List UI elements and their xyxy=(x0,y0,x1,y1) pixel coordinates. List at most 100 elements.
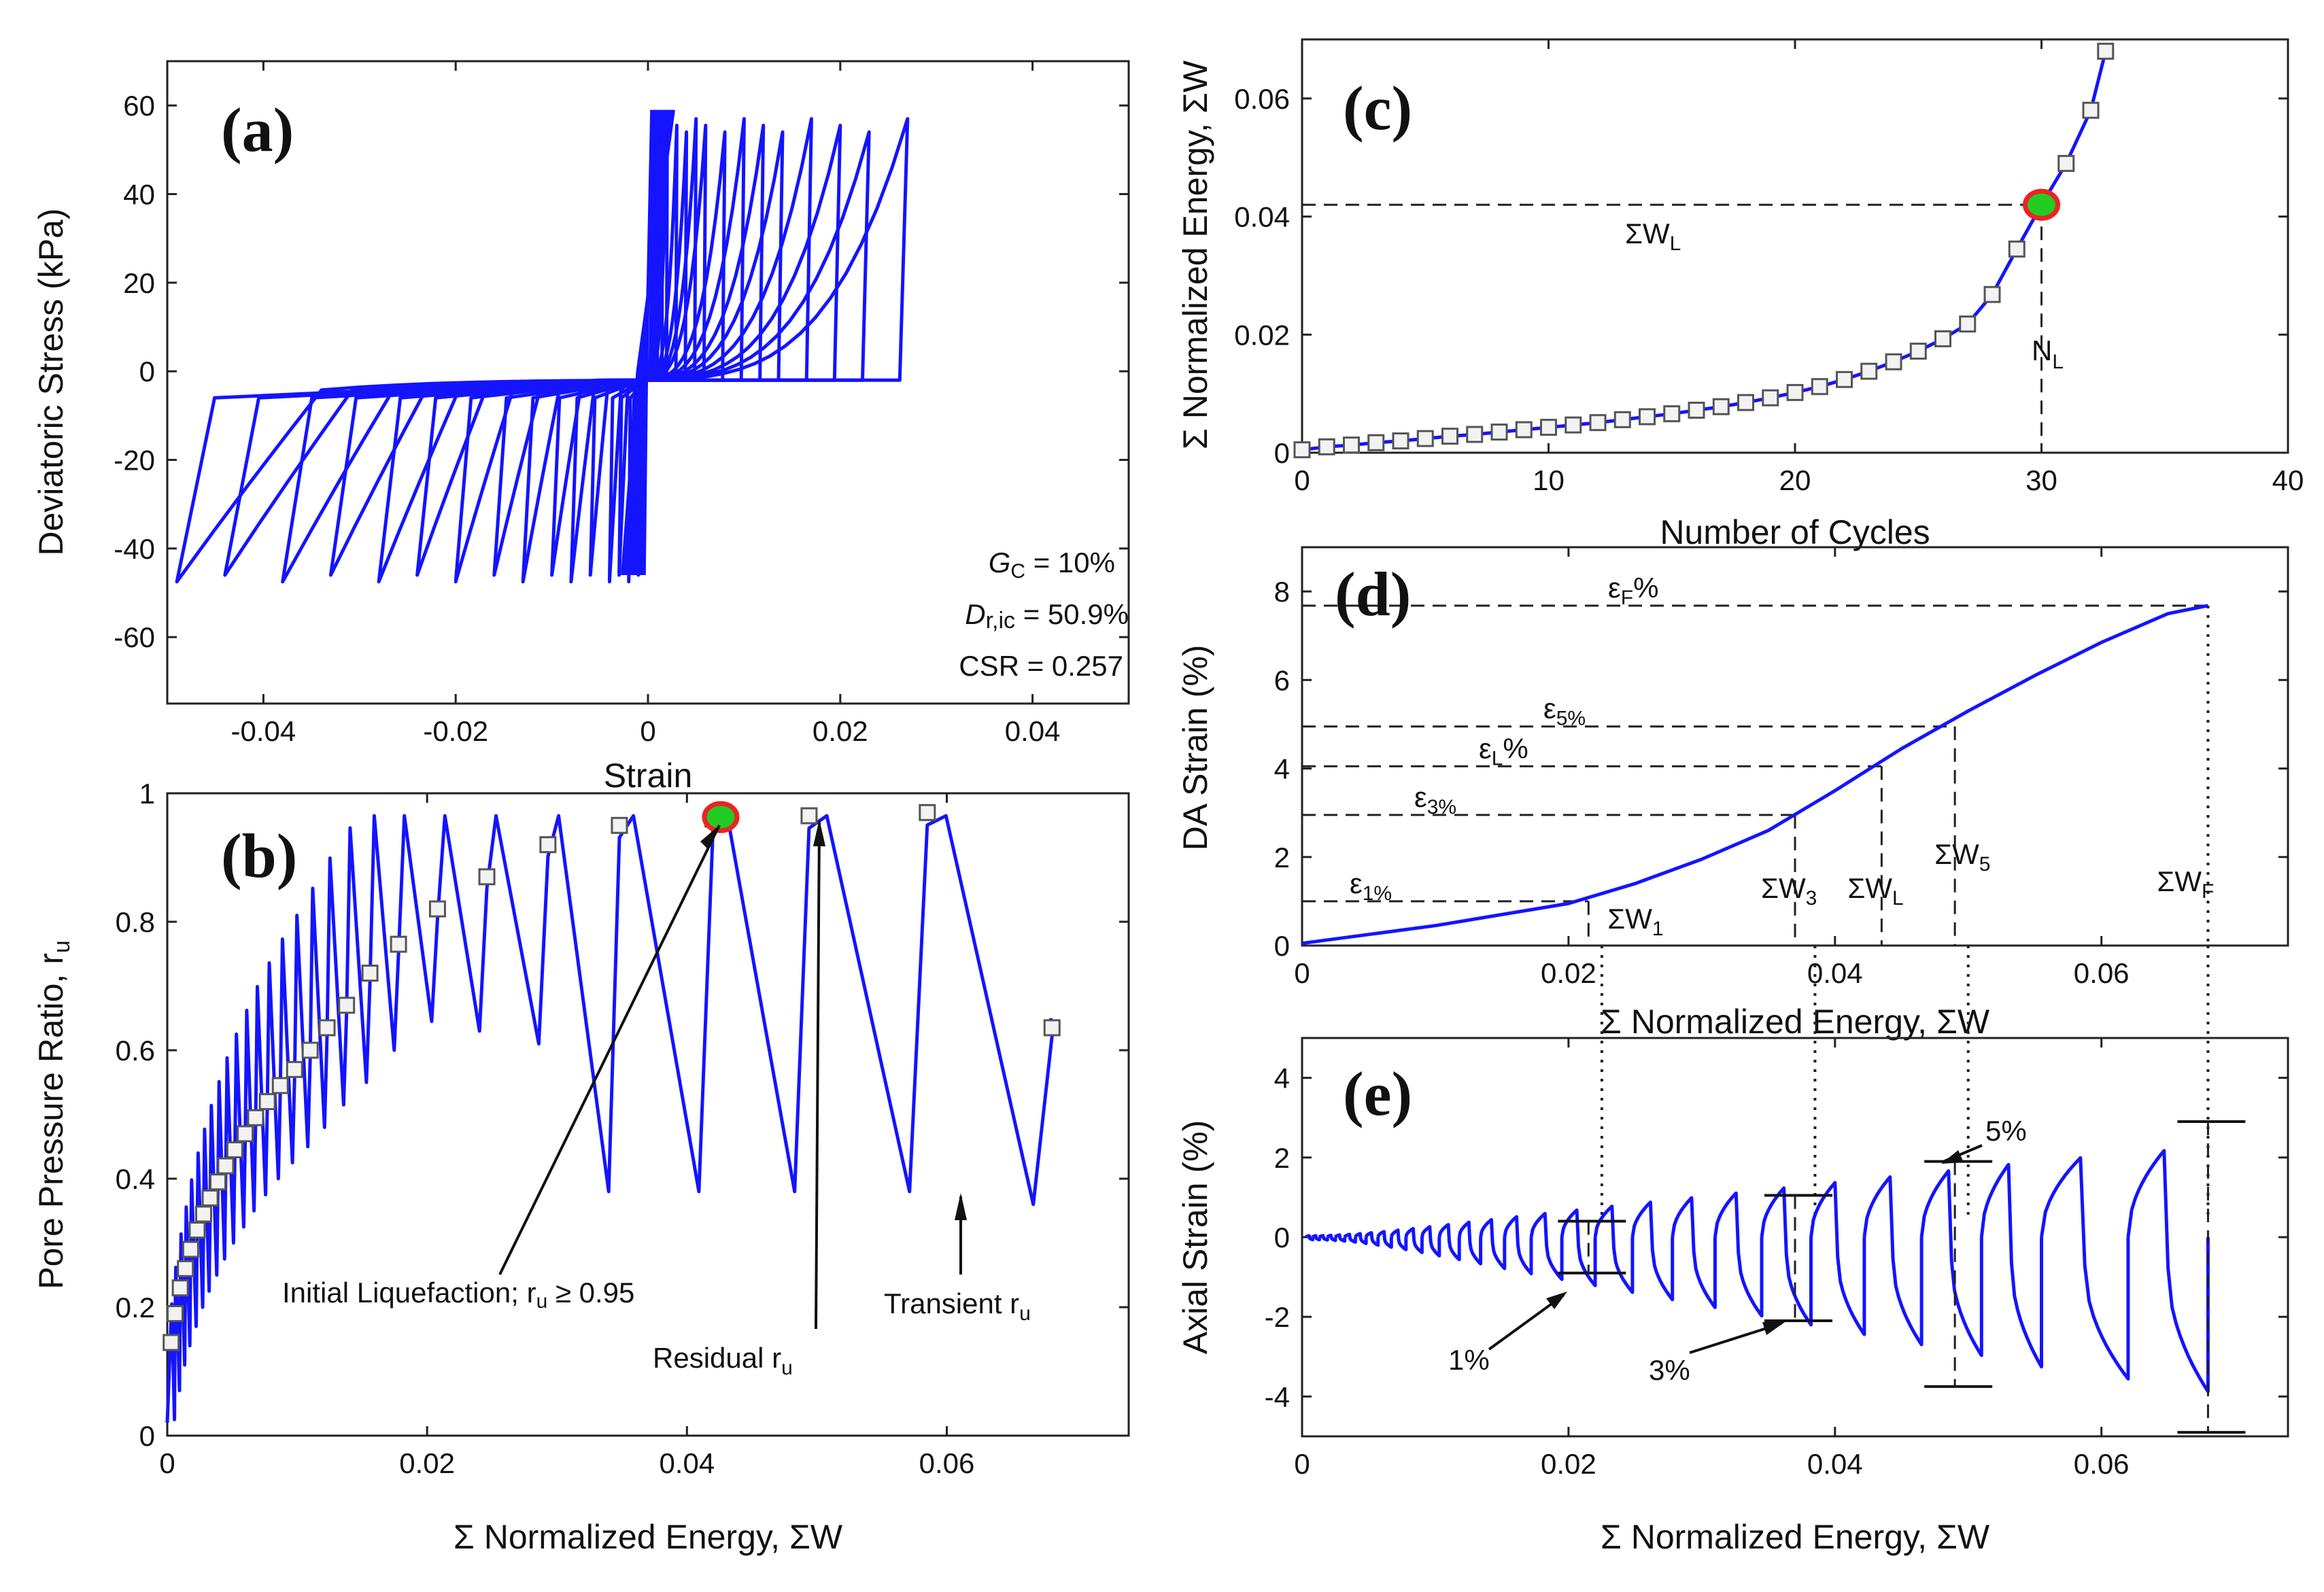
x-tick-label: 0.06 xyxy=(2074,957,2130,989)
cycle-marker xyxy=(2097,42,2115,60)
panel-e: 0 0.02 0.04 0.06 -4 -2 0 2 4 (e) Σ Normalized En… xyxy=(1176,946,2289,1556)
strain-level-label: εF% xyxy=(1608,572,1658,609)
plot-b-markers xyxy=(163,803,1061,1351)
axial-strain-cycle xyxy=(1503,1215,1533,1276)
label-1pct: 1% xyxy=(1448,1344,1490,1376)
arrow-residual xyxy=(815,822,821,1330)
y-tick-label: 1 xyxy=(139,778,155,810)
cycle-marker xyxy=(1934,330,1951,347)
y-tick-label: 40 xyxy=(123,179,155,211)
axial-strain-cycle xyxy=(1311,1234,1321,1242)
residual-ru-marker xyxy=(301,1041,319,1059)
plot-b-curves xyxy=(165,814,1054,1423)
plot-a-xlabel: Strain xyxy=(604,757,693,795)
panel-c: 0 10 20 30 40 0 0.02 0.04 0.06 (c) Number of Cyc… xyxy=(1176,38,2304,551)
y-tick-label: -2 xyxy=(1265,1301,1290,1333)
axial-strain-cycle xyxy=(1437,1223,1461,1262)
x-tick-label: 0.06 xyxy=(919,1447,975,1479)
w-sub: L xyxy=(1892,887,1904,910)
plot-d-ylabel: DA Strain (%) xyxy=(1176,645,1214,851)
cycle-marker xyxy=(1589,414,1607,432)
ann-il-sub: u xyxy=(536,1290,548,1313)
residual-ru-marker xyxy=(361,965,379,982)
axial-strain-cycle xyxy=(1919,1169,1983,1357)
x-tick-label: 0.02 xyxy=(813,715,868,747)
plot-c-xlabel: Number of Cycles xyxy=(1660,513,1930,551)
axial-strain-cycle xyxy=(1479,1217,1507,1270)
x-tick-label: 10 xyxy=(1533,464,1565,496)
ann-il-main: Initial Liquefaction; r xyxy=(282,1277,536,1309)
plot-a-ylabel: Deviatoric Stress (kPa) xyxy=(32,208,70,555)
plot-c-guides xyxy=(1302,203,2043,453)
cycle-marker xyxy=(1959,315,1977,333)
y-tick-label: 0.8 xyxy=(116,906,155,938)
residual-ru-marker xyxy=(338,997,356,1014)
strain-level-label: ε1% xyxy=(1350,867,1392,905)
residual-ru-marker xyxy=(539,836,557,854)
x-tick-label: 20 xyxy=(1779,464,1811,496)
axial-strain-cycle xyxy=(2040,1156,2130,1381)
y-tick-label: 6 xyxy=(1274,664,1290,696)
w-main: ΣW xyxy=(2157,865,2202,897)
ann-tr-sub: u xyxy=(1019,1302,1031,1325)
x-tick-label: 0 xyxy=(1294,1448,1310,1480)
w-sub: 5 xyxy=(1979,853,1991,876)
panel-b-label: (b) xyxy=(221,821,297,890)
plot-d-curves xyxy=(1301,604,2208,946)
panel-c-label: (c) xyxy=(1343,73,1412,143)
axial-strain-cycle xyxy=(1304,1234,1315,1242)
y-tick-label: 0.04 xyxy=(1234,201,1290,233)
strain-level-label: εL% xyxy=(1479,732,1528,769)
axial-strain-cycle xyxy=(1862,1175,1924,1347)
axial-strain-cycle xyxy=(1630,1200,1675,1302)
panel-d-label: (d) xyxy=(1335,559,1411,629)
axial-strain-cycle xyxy=(1420,1225,1441,1258)
plot-a-ticks: -0.04 -0.02 0 0.02 0.04 -60 -40 -20 0 20 40 60 xyxy=(114,61,1129,747)
arrowhead-residual xyxy=(813,819,825,846)
label-nl-main: N xyxy=(2032,334,2052,366)
y-tick-label: 2 xyxy=(1274,842,1290,873)
plot-b-ylabel: Pore Pressure Ratio, ru xyxy=(32,940,75,1290)
x-tick-label: 0.02 xyxy=(1541,957,1596,989)
plot-c-curves xyxy=(1301,50,2108,452)
cycle-marker xyxy=(1490,423,1508,441)
residual-ru-marker xyxy=(166,1304,184,1322)
residual-ru-marker xyxy=(177,1260,194,1277)
plot-b-xlabel: Σ Normalized Energy, ΣW xyxy=(454,1518,843,1556)
residual-ru-marker xyxy=(611,816,628,834)
axial-strain-cycle xyxy=(1979,1162,2043,1369)
cycle-marker xyxy=(1737,394,1754,411)
stress-strain-loop xyxy=(415,124,766,577)
y-tick-label: 20 xyxy=(123,267,155,299)
plot-b-ticks: 0 0.02 0.04 0.06 0 0.2 0.4 0.6 0.8 1 xyxy=(116,778,1129,1479)
cycle-marker xyxy=(1416,430,1434,447)
arrowhead-1pct xyxy=(1546,1292,1567,1309)
residual-ru-marker xyxy=(217,1157,235,1175)
axial-strain-cycle xyxy=(1354,1232,1368,1245)
panel-a-label: (a) xyxy=(221,95,294,165)
residual-ru-marker xyxy=(182,1241,199,1258)
plot-a-curves xyxy=(175,109,910,584)
da-strain-curve xyxy=(1301,604,2208,946)
legend-gc: GC = 10% xyxy=(989,547,1115,583)
initial-liquefaction-marker xyxy=(702,801,740,833)
x-tick-label: -0.04 xyxy=(231,715,296,747)
cycle-marker xyxy=(1663,405,1681,423)
residual-ru-marker xyxy=(195,1205,213,1223)
residual-ru-marker xyxy=(226,1141,243,1158)
liquefaction-point-marker xyxy=(2023,188,2060,221)
plot-c-ylabel: Σ Normalized Energy, ΣW xyxy=(1176,60,1214,449)
energy-level-label: ΣWF xyxy=(2157,865,2214,903)
axial-strain-cycle xyxy=(1389,1228,1408,1251)
cycle-marker xyxy=(1909,343,1927,360)
annotation-initial-liquefaction: Initial Liquefaction; ru ≥ 0.95 xyxy=(282,1277,634,1313)
w-main: ΣW xyxy=(1847,872,1892,904)
annotation-residual: Residual ru xyxy=(653,1342,793,1379)
residual-ru-marker xyxy=(209,1173,227,1191)
energy-curve xyxy=(1301,50,2108,452)
y-tick-label: 8 xyxy=(1274,576,1290,608)
label-nl: NL xyxy=(2032,334,2064,373)
